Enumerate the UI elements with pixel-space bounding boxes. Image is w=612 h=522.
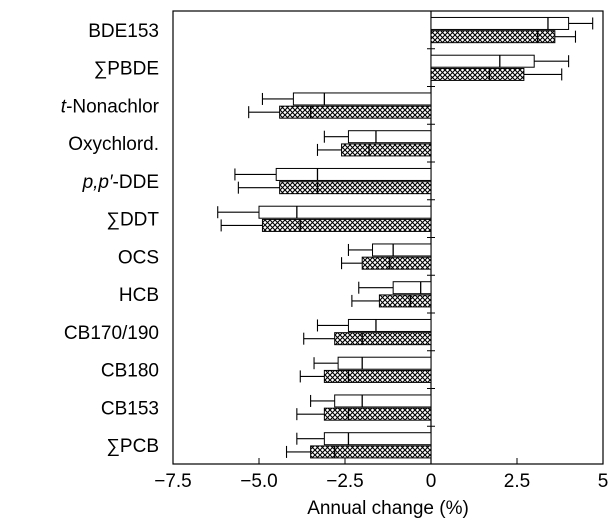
category-label: t-Nonachlor (61, 96, 160, 117)
bar-hatched (334, 332, 432, 346)
bar-hatched (430, 30, 556, 44)
bar-hatched (279, 181, 432, 195)
bar-hatched (361, 256, 432, 270)
category-label: ∑PCB (106, 436, 159, 457)
bar-open (323, 432, 432, 446)
bar-hatched (310, 445, 432, 459)
category-label: HCB (119, 285, 159, 306)
bar-hatched (430, 67, 525, 81)
bar-hatched (323, 407, 432, 421)
x-tick-label: −5.0 (240, 471, 278, 492)
category-label: CB170/190 (64, 323, 159, 344)
bar-open (430, 54, 535, 68)
bar-open (337, 356, 432, 370)
bar-open (334, 394, 432, 408)
plot-area: −7.5 −5.0 −2.5 0 2.5 5 BDE153 ∑PBDE t-Nonachlor O… (61, 10, 609, 492)
bar-hatched (341, 143, 432, 157)
bar-hatched (323, 369, 432, 383)
bar-open (347, 130, 432, 144)
bar-hatched (279, 105, 432, 119)
category-label: OCS (118, 247, 159, 268)
x-tick-label: −2.5 (326, 471, 364, 492)
category-label: ∑DDT (106, 210, 159, 231)
x-tick-label: 0 (426, 471, 437, 492)
bar-hatched (261, 218, 432, 232)
category-label: BDE153 (88, 21, 159, 42)
category-label: Oxychlord. (68, 134, 159, 155)
category-label: p,p′-DDE (82, 172, 159, 193)
x-axis-label: Annual change (%) (307, 498, 469, 519)
bar-open (292, 92, 432, 106)
bar-open (392, 281, 432, 295)
category-label: CB180 (101, 361, 159, 382)
category-label: ∑PBDE (94, 59, 159, 80)
category-label: CB153 (101, 398, 159, 419)
x-tick-label: 2.5 (504, 471, 530, 492)
bar-open (372, 243, 432, 257)
x-tick-label: −7.5 (154, 471, 192, 492)
bar-open (275, 167, 432, 181)
plot-frame (172, 10, 604, 465)
bar-hatched (378, 294, 432, 308)
bar-open (258, 205, 432, 219)
x-tick-label: 5 (598, 471, 609, 492)
bar-open (347, 318, 432, 332)
